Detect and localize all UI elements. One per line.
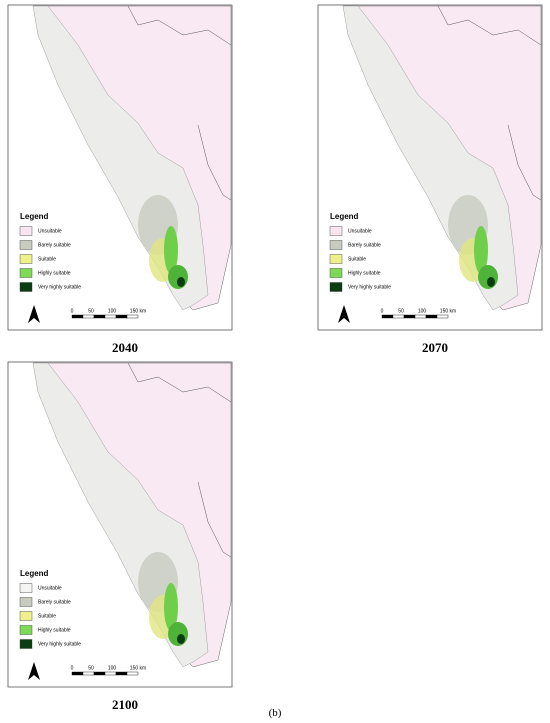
map-panel: Legend Unsuitable Barely suitable Suitable H…	[317, 4, 543, 331]
legend-label: Barely suitable	[38, 599, 71, 605]
scale-bar	[436, 314, 449, 319]
state-border	[127, 362, 232, 403]
state-border	[507, 124, 542, 201]
scale-label: 50	[88, 665, 94, 671]
state-border	[197, 481, 232, 558]
state-border	[127, 5, 232, 46]
scale-label: 150 km	[440, 308, 456, 314]
legend-swatch	[19, 639, 33, 649]
highly-suitable-zone	[474, 226, 488, 274]
state-border	[437, 5, 542, 46]
scale-bar	[71, 314, 84, 319]
legend-label: Unsuitable	[38, 228, 62, 234]
scale-label: 0	[71, 308, 74, 314]
legend-label: Suitable	[348, 256, 366, 262]
legend-swatch	[19, 611, 33, 621]
map-panel: Legend Unsuitable Barely suitable Suitable H…	[7, 361, 233, 688]
legend-label: Barely suitable	[38, 242, 71, 248]
legend-swatch	[329, 240, 343, 250]
very-highly-suitable-zone	[177, 634, 185, 644]
legend-label: Highly suitable	[38, 270, 71, 276]
scale-bar	[414, 314, 427, 319]
scale-bar	[381, 314, 394, 319]
scale-bar	[115, 314, 128, 319]
legend-swatch	[329, 268, 343, 278]
highly-suitable-zone	[478, 265, 498, 289]
scale-label: 150 km	[130, 665, 146, 671]
highly-suitable-zone	[168, 622, 188, 646]
legend-title: Legend	[20, 212, 49, 221]
legend-swatch	[19, 282, 33, 292]
scale-bar	[104, 671, 117, 676]
scale-bar	[115, 671, 128, 676]
legend-label: Suitable	[38, 256, 56, 262]
year-caption: 2040	[112, 340, 138, 355]
scale-label: 150 km	[130, 308, 146, 314]
scale-label: 100	[108, 665, 117, 671]
legend-swatch	[19, 254, 33, 264]
legend-title: Legend	[330, 212, 359, 221]
legend-swatch	[19, 597, 33, 607]
highly-suitable-zone	[168, 265, 188, 289]
scale-bar	[82, 671, 95, 676]
scale-bar	[403, 314, 416, 319]
legend-label: Unsuitable	[348, 228, 372, 234]
legend-swatch	[329, 226, 343, 236]
north-arrow	[338, 305, 350, 323]
scale-label: 50	[88, 308, 94, 314]
legend-swatch	[19, 226, 33, 236]
scale-bar	[126, 314, 139, 319]
legend-title: Legend	[20, 569, 49, 578]
map-panel: Legend Unsuitable Barely suitable Suitable H…	[7, 4, 233, 331]
very-highly-suitable-zone	[487, 277, 495, 287]
scale-bar	[392, 314, 405, 319]
legend-label: Very highly suitable	[38, 284, 81, 290]
scale-bar	[104, 314, 117, 319]
legend-label: Highly suitable	[38, 627, 71, 633]
legend-label: Very highly suitable	[348, 284, 391, 290]
legend-label: Suitable	[38, 613, 56, 619]
year-caption: 2070	[422, 340, 448, 355]
legend-swatch	[19, 625, 33, 635]
highly-suitable-zone	[164, 226, 178, 274]
legend-label: Unsuitable	[38, 585, 62, 591]
legend-swatch	[19, 268, 33, 278]
scale-bar	[93, 314, 106, 319]
figure-caption: (b)	[269, 707, 282, 719]
scale-bar	[93, 671, 106, 676]
scale-label: 0	[71, 665, 74, 671]
north-arrow	[28, 305, 40, 323]
year-caption: 2100	[112, 697, 138, 712]
scale-label: 50	[398, 308, 404, 314]
highly-suitable-zone	[164, 583, 178, 631]
state-border	[197, 124, 232, 201]
legend-swatch	[329, 282, 343, 292]
legend-label: Highly suitable	[348, 270, 381, 276]
legend-label: Very highly suitable	[38, 641, 81, 647]
scale-bar	[71, 671, 84, 676]
scale-label: 0	[381, 308, 384, 314]
scale-bar	[126, 671, 139, 676]
legend-swatch	[329, 254, 343, 264]
scale-bar	[82, 314, 95, 319]
scale-bar	[425, 314, 438, 319]
scale-label: 100	[418, 308, 427, 314]
legend-swatch	[19, 583, 33, 593]
legend-swatch	[19, 240, 33, 250]
legend-label: Barely suitable	[348, 242, 381, 248]
very-highly-suitable-zone	[177, 277, 185, 287]
scale-label: 100	[108, 308, 117, 314]
north-arrow	[28, 662, 40, 680]
